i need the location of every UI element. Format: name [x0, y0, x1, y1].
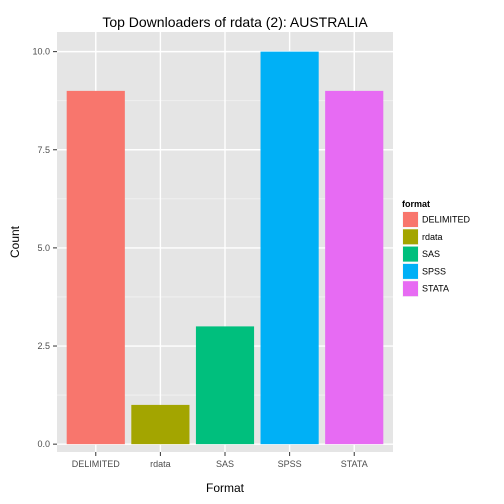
y-axis: 0.0 2.5 5.0 7.5 10.0: [32, 47, 57, 449]
legend-swatch: [403, 263, 418, 279]
legend-label: SPSS: [422, 266, 446, 276]
legend-swatch: [403, 212, 418, 227]
legend-swatch: [403, 246, 418, 262]
x-axis-title: Format: [206, 481, 245, 495]
legend: format DELIMITED rdata SAS SPSS STATA: [401, 199, 471, 298]
x-tick-label: rdata: [150, 459, 171, 469]
chart-title: Top Downloaders of rdata (2): AUSTRALIA: [102, 14, 368, 30]
y-tick-label: 10.0: [32, 47, 50, 57]
x-tick-label: STATA: [341, 459, 368, 469]
bar-rdata: [131, 404, 190, 445]
bar-delimited: [66, 90, 125, 445]
x-axis: DELIMITED rdata SAS SPSS STATA: [72, 452, 368, 469]
bars: [66, 51, 384, 445]
legend-swatch: [403, 281, 418, 297]
y-tick-label: 5.0: [37, 243, 50, 253]
y-tick-label: 7.5: [37, 145, 50, 155]
legend-label: SAS: [422, 249, 440, 259]
legend-items: DELIMITED rdata SAS SPSS STATA: [401, 210, 471, 298]
y-tick-label: 2.5: [37, 341, 50, 351]
x-tick-label: SAS: [216, 459, 234, 469]
legend-title: format: [402, 199, 430, 209]
bar-sas: [195, 326, 255, 445]
x-tick-label: SPSS: [278, 459, 302, 469]
legend-swatch: [403, 229, 418, 245]
bar-spss: [260, 51, 319, 445]
legend-label: rdata: [422, 232, 443, 242]
legend-label: STATA: [422, 284, 449, 294]
y-axis-title: Count: [8, 225, 22, 258]
legend-label: DELIMITED: [422, 215, 471, 225]
bar-stata: [325, 90, 384, 445]
x-tick-label: DELIMITED: [72, 459, 121, 469]
y-tick-label: 0.0: [37, 439, 50, 449]
